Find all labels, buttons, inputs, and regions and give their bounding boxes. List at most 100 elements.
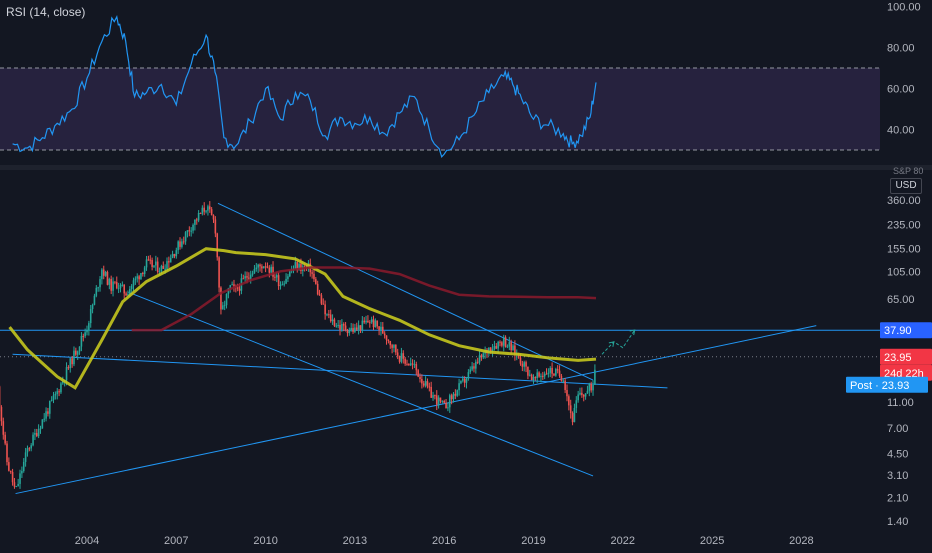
candle-body bbox=[373, 319, 375, 327]
candle-body bbox=[522, 364, 524, 367]
candle-body bbox=[427, 381, 429, 386]
candle-body bbox=[568, 396, 570, 405]
candle-body bbox=[8, 462, 10, 471]
candle-body bbox=[341, 324, 343, 330]
candle-body bbox=[19, 473, 21, 484]
candle-body bbox=[118, 288, 120, 289]
time-tick-label: 2022 bbox=[611, 535, 635, 547]
candle-body bbox=[181, 241, 183, 247]
candle-body bbox=[2, 421, 4, 435]
candle-body bbox=[376, 321, 378, 327]
candle-body bbox=[6, 443, 8, 462]
candle-body bbox=[561, 376, 563, 381]
candle-body bbox=[553, 374, 555, 376]
candle-body bbox=[440, 398, 442, 402]
candle-body bbox=[218, 257, 220, 287]
candle-body bbox=[289, 271, 291, 276]
candle-body bbox=[447, 407, 449, 408]
candle-body bbox=[131, 286, 133, 289]
candle-body bbox=[120, 285, 122, 288]
candle-body bbox=[224, 305, 226, 306]
candle-body bbox=[116, 282, 118, 288]
candle-body bbox=[138, 276, 140, 279]
candle-body bbox=[458, 383, 460, 390]
rsi-title[interactable]: RSI (14, close) bbox=[6, 5, 85, 19]
candle-body bbox=[549, 368, 551, 373]
candle-body bbox=[295, 262, 297, 269]
candle-body bbox=[244, 276, 246, 278]
candle-body bbox=[536, 372, 538, 378]
candle-body bbox=[172, 254, 174, 258]
candle-body bbox=[250, 275, 252, 279]
candle-body bbox=[144, 267, 146, 274]
candle-body bbox=[494, 346, 496, 349]
candle-body bbox=[587, 391, 589, 393]
candle-body bbox=[267, 266, 269, 267]
candle-body bbox=[153, 265, 155, 267]
candle-body bbox=[505, 337, 507, 347]
candle-body bbox=[317, 284, 319, 294]
candle-body bbox=[335, 326, 337, 327]
candle-body bbox=[79, 347, 81, 352]
candle-body bbox=[468, 372, 470, 378]
price-chart[interactable]: 1.402.103.104.507.0011.0065.00105.00155.… bbox=[0, 170, 932, 530]
candle-body bbox=[326, 314, 328, 315]
candle-body bbox=[194, 219, 196, 224]
currency-button[interactable]: USD bbox=[890, 178, 922, 194]
candle-body bbox=[544, 374, 546, 377]
candle-body bbox=[213, 215, 215, 219]
candle-body bbox=[555, 369, 557, 376]
candle-body bbox=[179, 241, 181, 246]
candle-body bbox=[282, 284, 284, 285]
candle-body bbox=[133, 280, 135, 285]
candle-body bbox=[577, 394, 579, 400]
candle-body bbox=[29, 448, 31, 449]
candle-body bbox=[350, 328, 352, 330]
resistance-price-tag[interactable]: 37.90 bbox=[880, 322, 932, 338]
candle-body bbox=[84, 332, 86, 336]
candle-body bbox=[358, 325, 360, 329]
candle-body bbox=[451, 395, 453, 399]
candle-body bbox=[557, 369, 559, 371]
candle-body bbox=[211, 209, 213, 215]
candle-body bbox=[371, 319, 373, 322]
candle-body bbox=[23, 462, 25, 471]
close-price-tag[interactable]: 23.95 bbox=[880, 349, 932, 365]
candle-body bbox=[473, 366, 475, 368]
candle-body bbox=[529, 375, 531, 376]
candle-body bbox=[384, 334, 386, 336]
candle-body bbox=[432, 395, 434, 398]
close-price-tag-label: 23.95 bbox=[884, 352, 912, 364]
candle-body bbox=[140, 273, 142, 279]
candle-body bbox=[389, 341, 391, 345]
candle-body bbox=[69, 358, 71, 368]
post-price-tag[interactable]: Post · 23.93 bbox=[846, 377, 928, 393]
candle-body bbox=[276, 275, 278, 277]
candle-body bbox=[542, 376, 544, 377]
candle-body bbox=[257, 265, 259, 268]
time-tick-label: 2019 bbox=[521, 535, 545, 547]
candle-body bbox=[590, 384, 592, 390]
candle-body bbox=[92, 305, 94, 309]
candle-body bbox=[570, 405, 572, 413]
candle-body bbox=[82, 336, 84, 337]
candle-body bbox=[49, 401, 51, 414]
candle-body bbox=[363, 321, 365, 323]
candle-body bbox=[592, 385, 594, 390]
candle-body bbox=[246, 276, 248, 278]
candle-body bbox=[449, 395, 451, 407]
candle-body bbox=[166, 261, 168, 269]
candle-body bbox=[51, 400, 53, 401]
candle-body bbox=[574, 408, 576, 422]
candle-body bbox=[410, 363, 412, 365]
candle-body bbox=[198, 213, 200, 220]
candle-body bbox=[324, 304, 326, 314]
price-tick-label: 105.00 bbox=[887, 266, 921, 278]
price-tick-label: 7.00 bbox=[887, 423, 908, 435]
candle-body bbox=[4, 435, 6, 444]
